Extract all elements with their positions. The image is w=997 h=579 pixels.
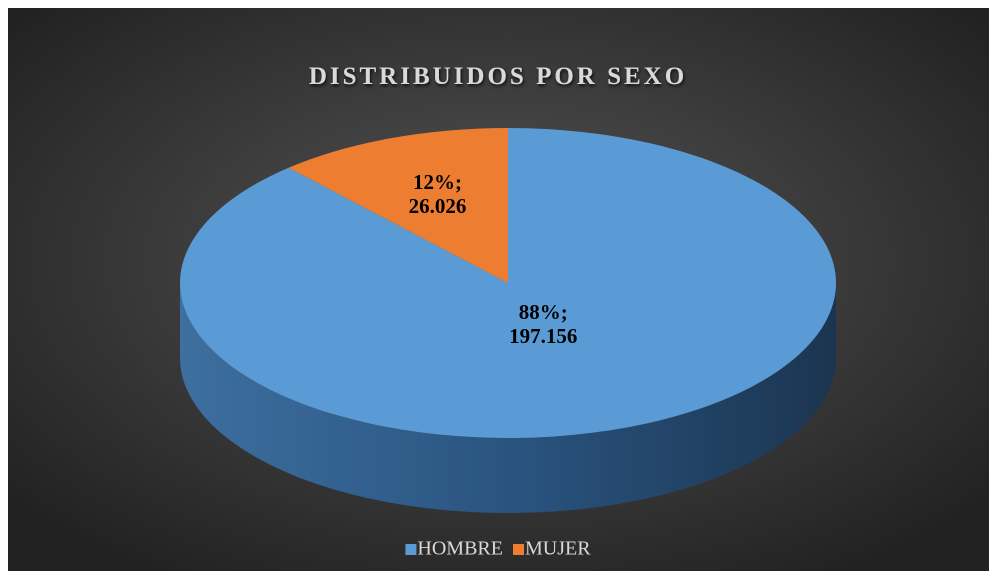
data-label: 197.156	[509, 324, 577, 348]
legend-swatch	[513, 544, 524, 555]
data-label: 12%;	[413, 170, 462, 194]
data-label: 26.026	[409, 194, 467, 218]
legend-item: MUJER	[513, 538, 591, 560]
data-label: 88%;	[519, 300, 568, 324]
slice-side	[180, 283, 836, 513]
pie: 88%;197.156 12%;26.026	[180, 128, 837, 513]
legend-swatch	[405, 544, 417, 555]
legend-label: MUJER	[525, 538, 591, 560]
legend-item: HOMBRE	[405, 538, 503, 560]
slice	[288, 128, 508, 283]
legend-label: HOMBRE	[417, 538, 503, 560]
chart-title: DISTRIBUIDOS POR SEXO	[309, 63, 687, 90]
slice	[180, 128, 837, 439]
legend: HOMBRE MUJER	[405, 538, 591, 560]
